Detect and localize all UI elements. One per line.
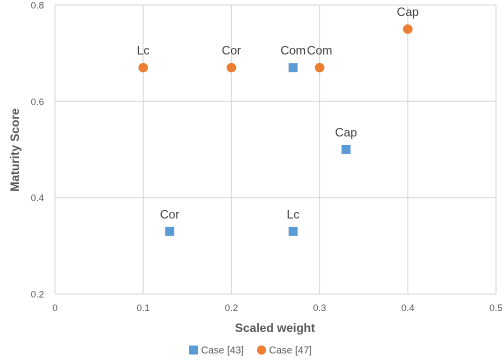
tick-labels: 0 0.1 0.2 0.3 0.4 0.5 0.2 0.4 0.6 0.8 bbox=[31, 1, 502, 315]
data-labels: Cor Lc Com Cap Lc Cor Com Cap bbox=[137, 5, 419, 221]
y-tick-label: 0.4 bbox=[31, 193, 44, 204]
x-axis-title: Scaled weight bbox=[235, 321, 315, 335]
data-point-square bbox=[165, 226, 175, 236]
data-point-circle bbox=[226, 62, 237, 73]
legend-marker-square bbox=[189, 345, 198, 355]
data-label: Lc bbox=[287, 207, 300, 221]
data-label: Cap bbox=[397, 5, 419, 19]
data-label: Lc bbox=[137, 44, 150, 58]
data-label: Cap bbox=[335, 126, 357, 140]
data-label: Cor bbox=[222, 44, 241, 58]
x-tick-label: 0.4 bbox=[401, 303, 414, 314]
gridlines bbox=[54, 4, 497, 295]
y-axis-title: Maturity Score bbox=[8, 108, 22, 192]
legend-entry-label: Case [43] bbox=[201, 346, 244, 357]
x-tick-label: 0.1 bbox=[137, 303, 150, 314]
legend: Case [43] Case [47] bbox=[189, 345, 312, 357]
x-tick-label: 0.2 bbox=[225, 303, 238, 314]
data-label: Com bbox=[280, 44, 305, 58]
data-points bbox=[138, 24, 413, 236]
data-point-circle bbox=[138, 62, 148, 73]
data-point-circle bbox=[403, 24, 413, 34]
legend-entry-label: Case [47] bbox=[269, 346, 312, 357]
data-label: Com bbox=[307, 44, 332, 58]
legend-marker-circle bbox=[256, 345, 267, 355]
data-label: Cor bbox=[160, 207, 179, 221]
y-tick-label: 0.8 bbox=[31, 1, 44, 12]
data-point-square bbox=[341, 145, 351, 154]
y-tick-label: 0.6 bbox=[31, 97, 44, 108]
y-tick-label: 0.2 bbox=[31, 290, 44, 301]
data-point-square bbox=[288, 226, 298, 236]
data-point-circle bbox=[314, 62, 325, 73]
x-tick-label: 0.5 bbox=[489, 303, 502, 314]
data-point-square bbox=[288, 63, 298, 73]
x-tick-label: 0.3 bbox=[313, 303, 326, 314]
x-tick-label: 0 bbox=[52, 303, 57, 314]
